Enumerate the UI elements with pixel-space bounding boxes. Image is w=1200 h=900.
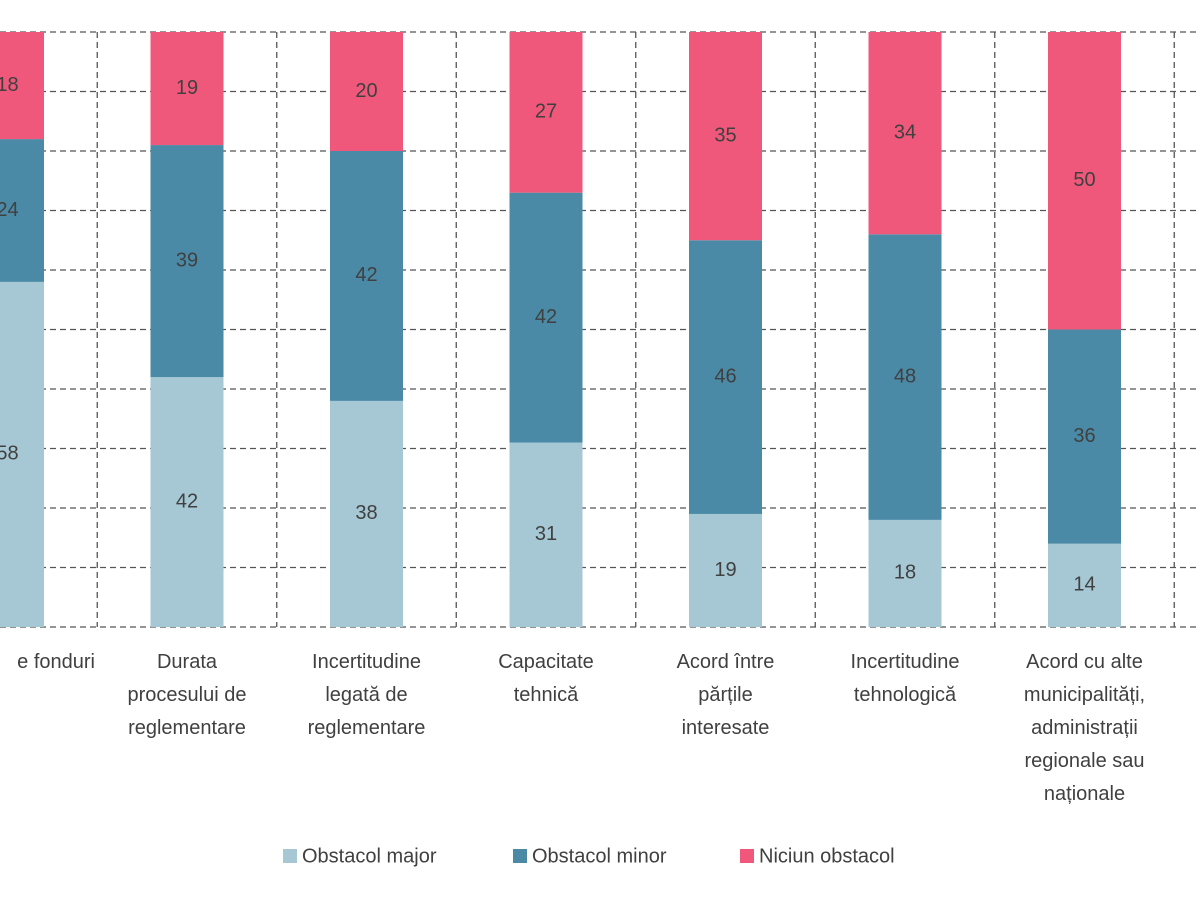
- bar-segment: [150, 145, 224, 378]
- bar-segment: [509, 32, 583, 193]
- data-label: 20: [355, 80, 377, 102]
- bar-segment: [868, 234, 942, 520]
- data-label: 24: [0, 199, 19, 221]
- data-label: 34: [894, 121, 916, 143]
- bar-segment: [868, 32, 942, 235]
- x-tick-label: Acord între părțile interesate: [677, 651, 775, 739]
- bar-segment: [150, 32, 224, 146]
- legend-swatch: [283, 849, 297, 863]
- data-label: 48: [894, 365, 916, 387]
- data-label: 46: [714, 365, 736, 387]
- bar-segment: [689, 240, 762, 514]
- bar-segment: [330, 400, 403, 627]
- bar-segment: [509, 442, 583, 627]
- x-tick-label: Capacitate tehnică: [498, 651, 594, 706]
- bar-segment: [868, 519, 942, 627]
- bar-segment: [1048, 329, 1121, 544]
- x-tick-label: Acord cu alte municipalități, administrați…: [1024, 651, 1145, 805]
- data-label: 19: [176, 77, 198, 99]
- bar-segment: [330, 32, 403, 151]
- bar-segment: [150, 377, 224, 627]
- bar-segment: [0, 281, 44, 627]
- data-label: 50: [1073, 169, 1095, 191]
- x-tick-label: e fonduri: [17, 651, 95, 673]
- x-tick-label: Durata procesului de reglementare: [128, 651, 247, 739]
- data-label: 42: [355, 264, 377, 286]
- legend-label: Obstacol minor: [532, 845, 667, 867]
- data-label: 14: [1073, 574, 1095, 596]
- legend-label: Niciun obstacol: [759, 845, 895, 867]
- bar-segment: [1048, 32, 1121, 330]
- bar-segment: [1048, 543, 1121, 627]
- data-label: 42: [176, 490, 198, 512]
- data-label: 18: [894, 562, 916, 584]
- data-label: 31: [535, 523, 557, 545]
- data-label: 35: [714, 124, 736, 146]
- x-tick-label: Incertitudine legată de reglementare: [308, 651, 426, 739]
- data-label: 36: [1073, 425, 1095, 447]
- bar-segment: [509, 192, 583, 443]
- bar-segment: [0, 32, 44, 140]
- data-label: 42: [535, 306, 557, 328]
- data-label: 18: [0, 74, 19, 96]
- data-label: 39: [176, 249, 198, 271]
- data-label: 58: [0, 443, 19, 465]
- legend-swatch: [740, 849, 754, 863]
- legend-swatch: [513, 849, 527, 863]
- legend-label: Obstacol major: [302, 845, 437, 867]
- bar-segment: [330, 151, 403, 401]
- data-label: 38: [355, 502, 377, 524]
- x-tick-label: Incertitudine tehnologică: [851, 651, 960, 706]
- data-label: 19: [714, 559, 736, 581]
- bar-segment: [689, 513, 762, 627]
- bar-segment: [0, 139, 44, 282]
- data-label: 27: [535, 101, 557, 123]
- bar-segment: [689, 32, 762, 241]
